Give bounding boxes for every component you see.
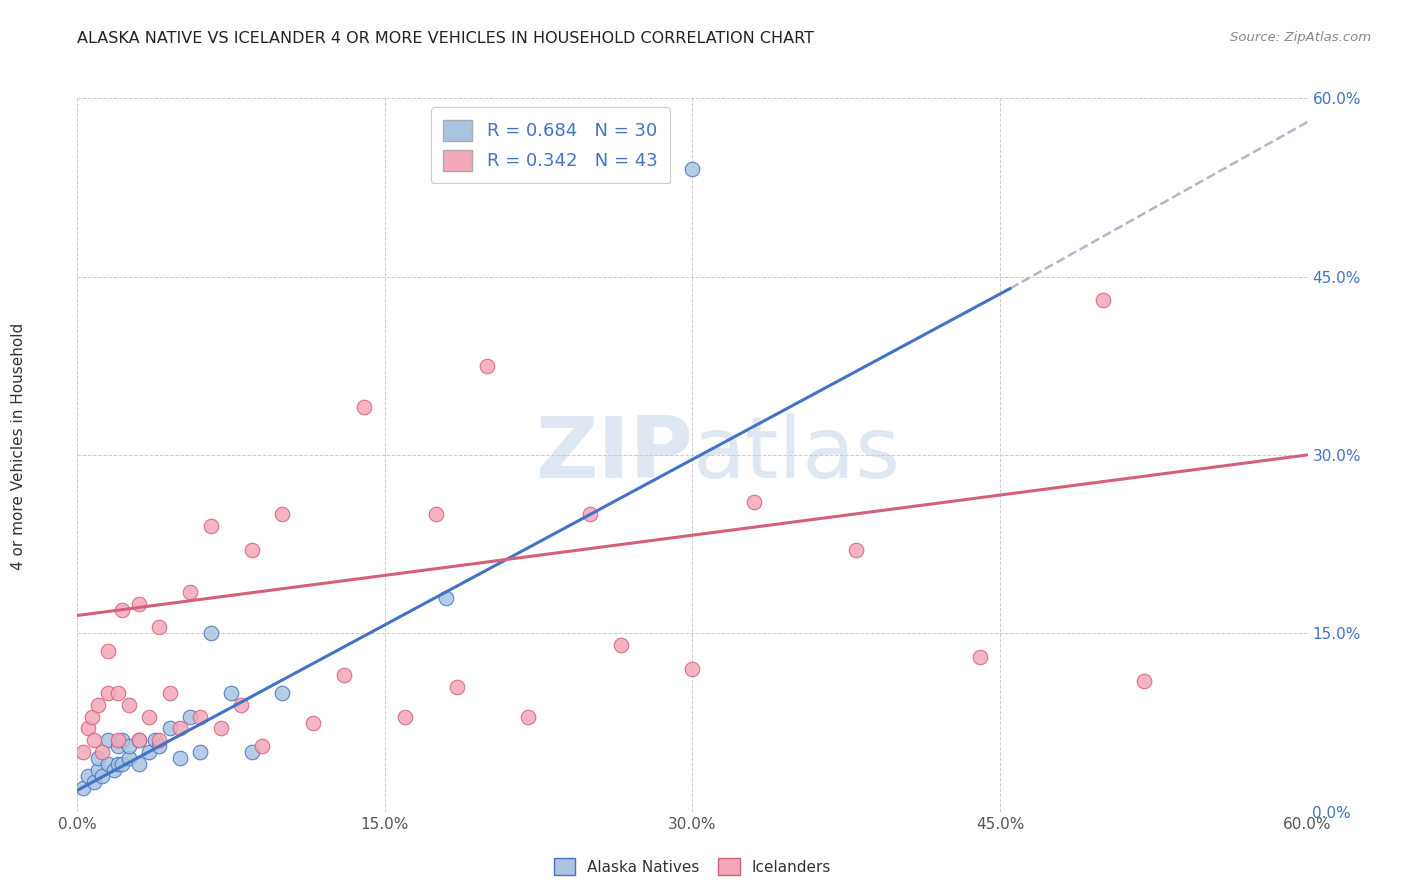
Point	[83, 733, 105, 747]
Point	[111, 602, 134, 616]
Point	[159, 686, 181, 700]
Point	[80, 709, 103, 723]
Text: ALASKA NATIVE VS ICELANDER 4 OR MORE VEHICLES IN HOUSEHOLD CORRELATION CHART: ALASKA NATIVE VS ICELANDER 4 OR MORE VEH…	[77, 31, 814, 46]
Point	[425, 508, 447, 522]
Point	[103, 763, 125, 777]
Point	[117, 698, 139, 712]
Point	[90, 745, 114, 759]
Point	[117, 751, 139, 765]
Point	[128, 733, 150, 747]
Point	[436, 591, 458, 605]
Point	[209, 722, 232, 736]
Point	[845, 543, 868, 558]
Point	[240, 745, 263, 759]
Point	[128, 757, 150, 772]
Point	[138, 745, 160, 759]
Point	[148, 620, 170, 634]
Point	[143, 733, 166, 747]
Point	[1132, 673, 1154, 688]
Point	[231, 698, 253, 712]
Text: Source: ZipAtlas.com: Source: ZipAtlas.com	[1230, 31, 1371, 45]
Point	[742, 495, 765, 509]
Point	[179, 709, 201, 723]
Point	[969, 650, 991, 665]
Point	[107, 733, 129, 747]
Point	[90, 769, 114, 783]
Point	[271, 686, 294, 700]
Point	[159, 722, 181, 736]
Point	[107, 686, 129, 700]
Point	[250, 739, 273, 754]
Point	[76, 769, 98, 783]
Point	[148, 733, 170, 747]
Point	[188, 709, 212, 723]
Point	[200, 519, 222, 533]
Point	[188, 745, 212, 759]
Point	[579, 508, 602, 522]
Point	[111, 733, 134, 747]
Point	[97, 644, 120, 658]
Point	[302, 715, 325, 730]
Text: atlas: atlas	[693, 413, 900, 497]
Point	[682, 662, 704, 676]
Point	[682, 162, 704, 177]
Point	[1091, 293, 1114, 308]
Point	[609, 638, 631, 652]
Point	[219, 686, 242, 700]
Point	[107, 757, 129, 772]
Point	[353, 401, 375, 415]
Point	[446, 680, 468, 694]
Point	[97, 686, 120, 700]
Point	[240, 543, 263, 558]
Point	[128, 597, 150, 611]
Point	[72, 780, 94, 795]
Point	[111, 757, 134, 772]
Point	[138, 709, 160, 723]
Point	[200, 626, 222, 640]
Point	[271, 508, 294, 522]
Point	[179, 584, 201, 599]
Text: ZIP: ZIP	[534, 413, 693, 497]
Point	[87, 751, 110, 765]
Point	[76, 722, 98, 736]
Point	[477, 359, 499, 373]
Point	[517, 709, 540, 723]
Text: 4 or more Vehicles in Household: 4 or more Vehicles in Household	[11, 322, 25, 570]
Point	[107, 739, 129, 754]
Point	[117, 739, 139, 754]
Point	[169, 751, 191, 765]
Legend: Alaska Natives, Icelanders: Alaska Natives, Icelanders	[546, 851, 839, 882]
Point	[333, 668, 356, 682]
Point	[97, 733, 120, 747]
Point	[87, 763, 110, 777]
Point	[148, 739, 170, 754]
Point	[169, 722, 191, 736]
Point	[72, 745, 94, 759]
Point	[97, 757, 120, 772]
Point	[83, 775, 105, 789]
Point	[394, 709, 416, 723]
Point	[87, 698, 110, 712]
Point	[128, 733, 150, 747]
